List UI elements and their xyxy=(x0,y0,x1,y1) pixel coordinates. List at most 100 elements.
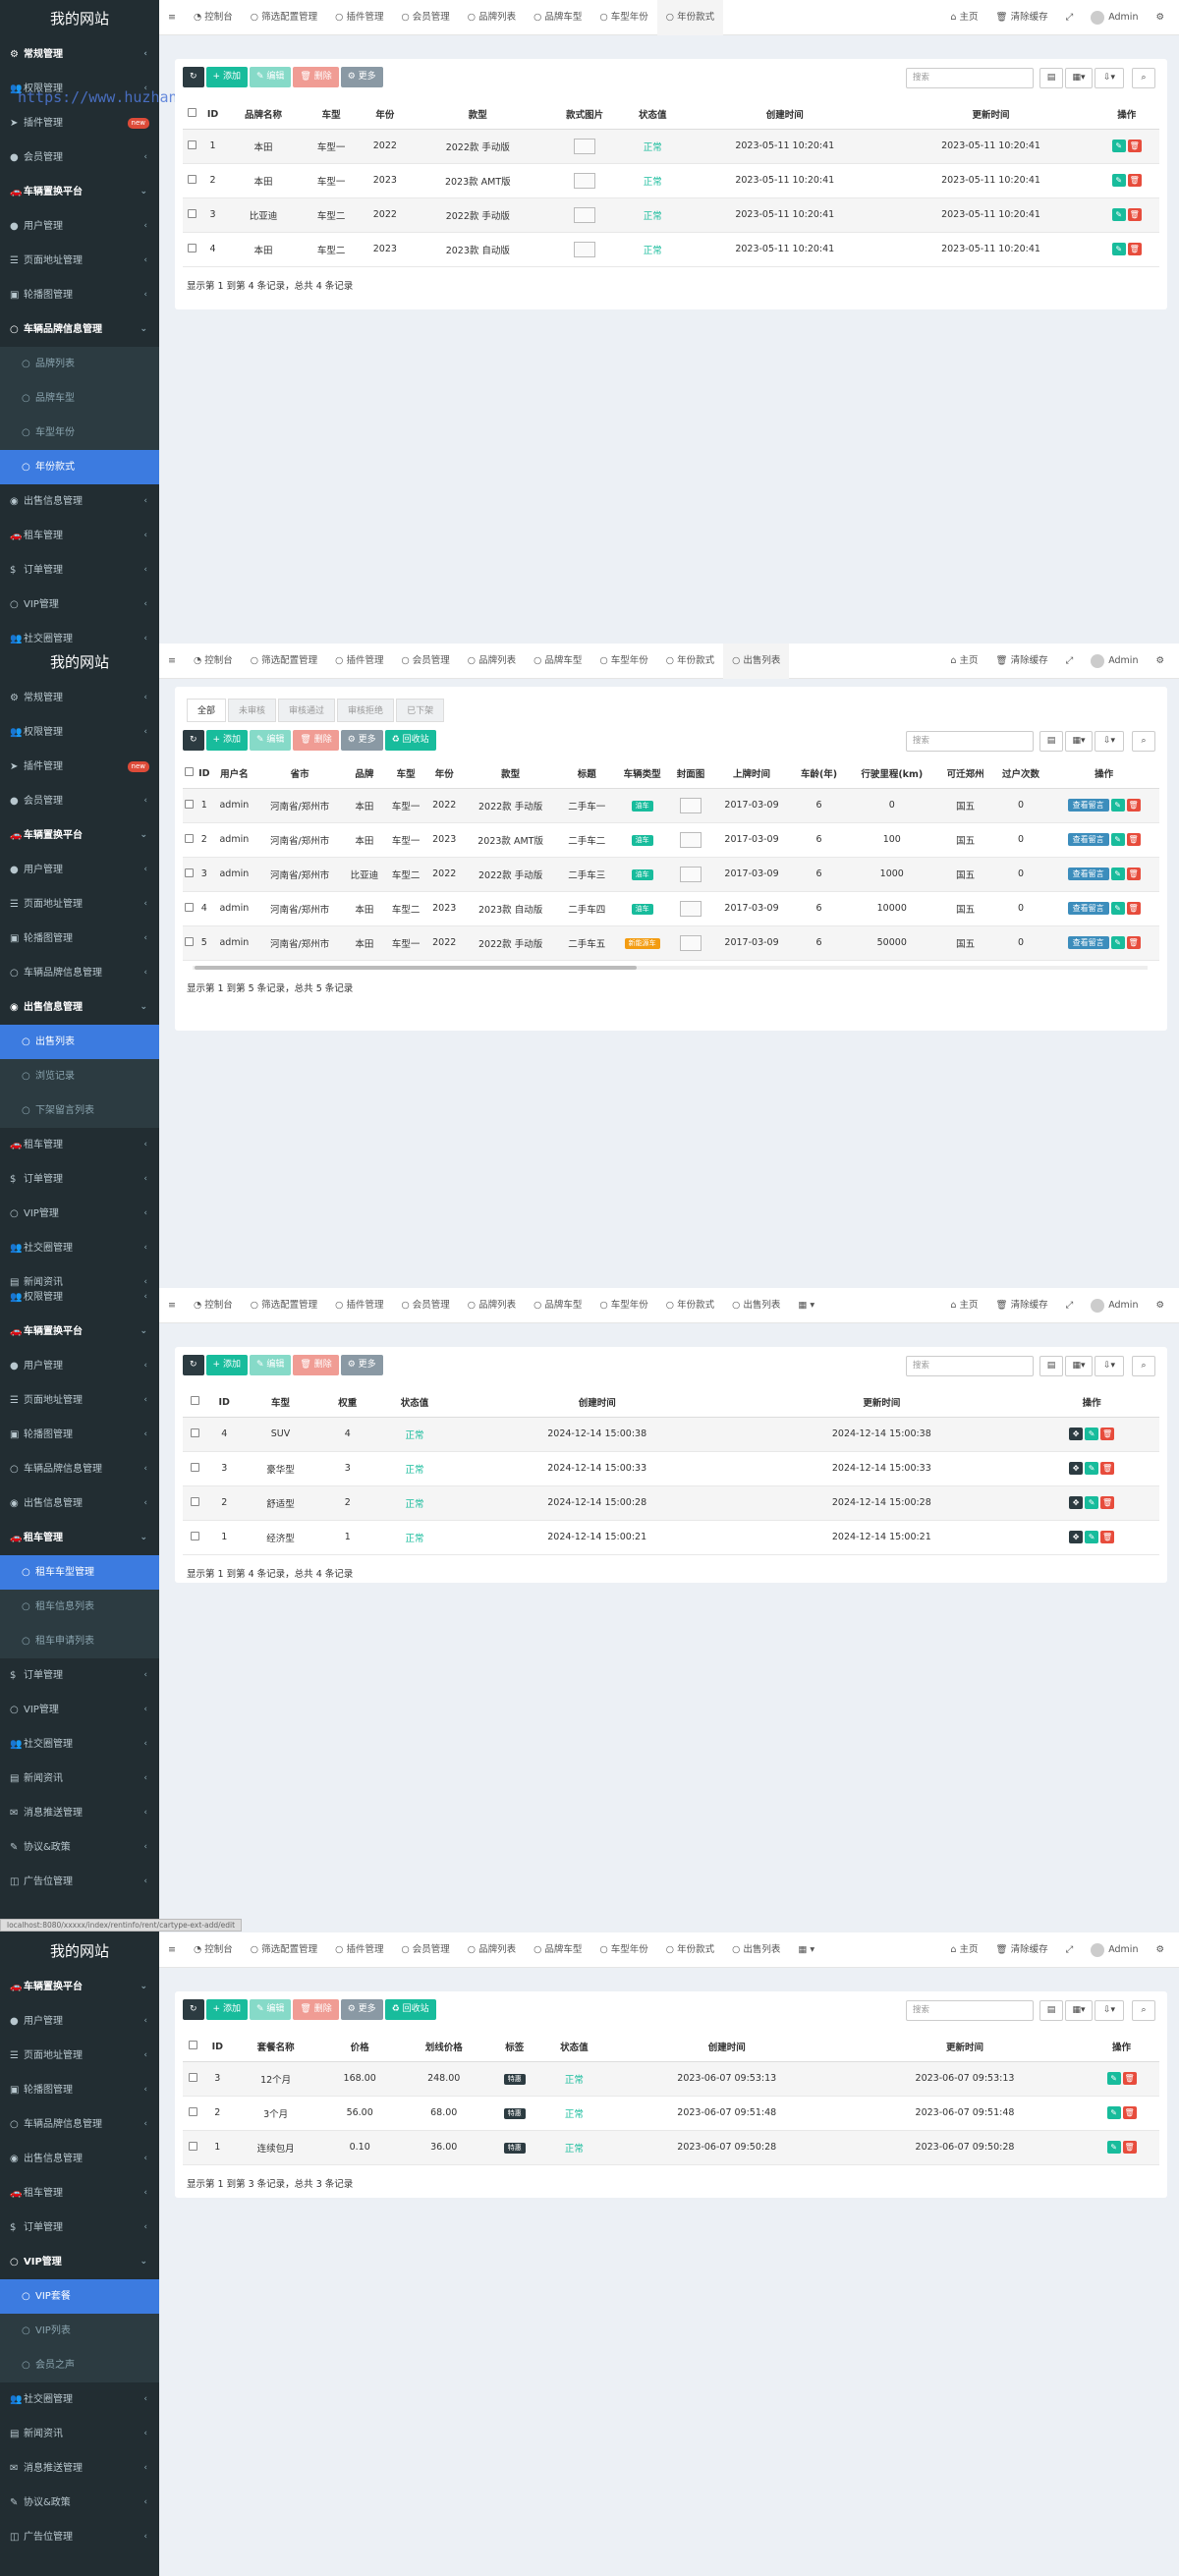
export-dropdown[interactable]: ⇩▾ xyxy=(1095,1356,1124,1376)
delete-row-button[interactable]: 🗑 xyxy=(1127,174,1142,187)
row-checkbox[interactable] xyxy=(189,2072,198,2082)
column-header[interactable]: ID xyxy=(200,100,225,130)
nav-tab[interactable]: ○ 车型年份 xyxy=(590,1288,656,1323)
delete-row-button[interactable]: 🗑 xyxy=(1127,140,1142,152)
row-checkbox[interactable] xyxy=(191,1428,200,1437)
column-header[interactable]: 创建时间 xyxy=(454,1388,740,1418)
delete-row-button[interactable]: 🗑 xyxy=(1126,833,1141,846)
recycle-button[interactable]: ♻ 回收站 xyxy=(384,1999,436,2020)
sidebar-item[interactable]: ◫ 广告位管理 ‹ xyxy=(0,1865,159,1899)
sidebar-item[interactable]: 👥 社交圈管理 ‹ xyxy=(0,1727,159,1762)
select-all-checkbox[interactable] xyxy=(187,108,196,118)
sidebar-item[interactable]: $ 订单管理 ‹ xyxy=(0,553,159,588)
delete-row-button[interactable]: 🗑 xyxy=(1126,799,1141,812)
clear-cache-link[interactable]: 🗑 清除缓存 xyxy=(986,0,1056,35)
row-checkbox[interactable] xyxy=(189,2141,198,2151)
delete-row-button[interactable]: 🗑 xyxy=(1100,1462,1115,1475)
sidebar-item[interactable]: ○ 出售列表 xyxy=(0,1025,159,1059)
sidebar-item[interactable]: ⚙ 常规管理 ‹ xyxy=(0,37,159,72)
view-messages-button[interactable]: 查看留言 xyxy=(1067,833,1109,846)
row-checkbox[interactable] xyxy=(185,799,195,809)
edit-row-button[interactable]: ✎ xyxy=(1085,1496,1099,1509)
sidebar-item[interactable]: ☰ 页面地址管理 ‹ xyxy=(0,2039,159,2073)
columns-dropdown[interactable]: ▦▾ xyxy=(1065,1356,1093,1376)
status-tab[interactable]: 审核拒绝 xyxy=(337,699,395,722)
toggle-view-button[interactable]: ▤ xyxy=(1039,1356,1063,1376)
drag-sort-button[interactable]: ✥ xyxy=(1069,1428,1084,1440)
sidebar-item[interactable]: 👥 社交圈管理 ‹ xyxy=(0,622,159,644)
site-name[interactable]: 我的网站 xyxy=(0,0,159,37)
delete-button[interactable]: 🗑 删除 xyxy=(293,1355,339,1375)
menu-toggle-icon[interactable]: ≡ xyxy=(168,1944,176,1955)
column-header[interactable]: 操作 xyxy=(1024,1388,1159,1418)
drag-sort-button[interactable]: ✥ xyxy=(1069,1496,1084,1509)
view-messages-button[interactable]: 查看留言 xyxy=(1067,902,1109,915)
more-tabs-dropdown[interactable]: ▦ ▾ xyxy=(798,1944,815,1955)
sidebar-item[interactable]: ● 会员管理 ‹ xyxy=(0,784,159,818)
column-header[interactable]: 品牌 xyxy=(343,759,385,789)
more-button[interactable]: ⚙ 更多 xyxy=(340,730,383,751)
sidebar-item[interactable]: ○ VIP管理 ⌄ xyxy=(0,2245,159,2279)
delete-row-button[interactable]: 🗑 xyxy=(1127,208,1142,221)
column-header[interactable]: 过户次数 xyxy=(992,759,1049,789)
nav-tab[interactable]: ○ 会员管理 xyxy=(392,1288,458,1323)
column-header[interactable]: 更新时间 xyxy=(887,100,1095,130)
delete-button[interactable]: 🗑 删除 xyxy=(293,730,339,751)
row-checkbox[interactable] xyxy=(185,902,195,912)
status-tab[interactable]: 全部 xyxy=(187,699,227,722)
row-checkbox[interactable] xyxy=(191,1462,200,1472)
home-link[interactable]: ⌂ 主页 xyxy=(941,0,986,35)
column-header[interactable]: 标题 xyxy=(559,759,615,789)
column-header[interactable]: 款式图片 xyxy=(545,100,624,130)
sidebar-item[interactable]: 🚗 租车管理 ‹ xyxy=(0,1128,159,1162)
sidebar-item[interactable]: ● 用户管理 ‹ xyxy=(0,2004,159,2039)
refresh-button[interactable]: ↻ xyxy=(183,730,204,751)
toggle-view-button[interactable]: ▤ xyxy=(1039,2000,1063,2021)
sidebar-item[interactable]: ◉ 出售信息管理 ‹ xyxy=(0,2142,159,2176)
edit-row-button[interactable]: ✎ xyxy=(1110,868,1125,880)
status-tab[interactable]: 已下架 xyxy=(396,699,445,722)
sidebar-item[interactable]: 👥 社交圈管理 ‹ xyxy=(0,1231,159,1265)
toggle-view-button[interactable]: ▤ xyxy=(1039,731,1063,752)
edit-row-button[interactable]: ✎ xyxy=(1110,799,1125,812)
delete-row-button[interactable]: 🗑 xyxy=(1100,1531,1115,1543)
view-messages-button[interactable]: 查看留言 xyxy=(1067,799,1109,812)
export-dropdown[interactable]: ⇩▾ xyxy=(1095,731,1124,752)
column-header[interactable]: 行驶里程(km) xyxy=(846,759,938,789)
refresh-button[interactable]: ↻ xyxy=(183,1999,204,2020)
more-button[interactable]: ⚙ 更多 xyxy=(340,1355,383,1375)
edit-row-button[interactable]: ✎ xyxy=(1111,140,1126,152)
broken-image-icon[interactable] xyxy=(679,831,702,848)
sidebar-item[interactable]: ◫ 广告位管理 ‹ xyxy=(0,2520,159,2554)
delete-row-button[interactable]: 🗑 xyxy=(1126,868,1141,880)
edit-row-button[interactable]: ✎ xyxy=(1085,1462,1099,1475)
drag-sort-button[interactable]: ✥ xyxy=(1069,1462,1084,1475)
sidebar-item[interactable]: $ 订单管理 ‹ xyxy=(0,1162,159,1197)
view-messages-button[interactable]: 查看留言 xyxy=(1067,936,1109,949)
menu-toggle-icon[interactable]: ≡ xyxy=(168,655,176,666)
nav-tab[interactable]: ○ 筛选配置管理 xyxy=(242,644,326,679)
row-checkbox[interactable] xyxy=(185,833,195,843)
sidebar-item[interactable]: ▣ 轮播图管理 ‹ xyxy=(0,922,159,956)
delete-row-button[interactable]: 🗑 xyxy=(1122,2106,1137,2119)
sidebar-item[interactable]: 🚗 租车管理 ⌄ xyxy=(0,1521,159,1555)
settings-icon[interactable]: ⚙ xyxy=(1155,655,1164,666)
menu-toggle-icon[interactable]: ≡ xyxy=(168,1300,176,1311)
clear-cache-link[interactable]: 🗑 清除缓存 xyxy=(986,644,1056,679)
sidebar-item[interactable]: ▤ 新闻资讯 ‹ xyxy=(0,2417,159,2451)
nav-tab[interactable]: ○ 插件管理 xyxy=(326,0,392,35)
delete-row-button[interactable]: 🗑 xyxy=(1126,936,1141,949)
column-header[interactable]: 可迁郑州 xyxy=(937,759,993,789)
select-all-checkbox[interactable] xyxy=(189,2041,198,2050)
sidebar-item[interactable]: ○ 车辆品牌信息管理 ‹ xyxy=(0,956,159,990)
column-header[interactable]: 状态值 xyxy=(540,2033,608,2062)
delete-row-button[interactable]: 🗑 xyxy=(1100,1428,1115,1440)
delete-row-button[interactable]: 🗑 xyxy=(1122,2141,1137,2154)
delete-row-button[interactable]: 🗑 xyxy=(1127,243,1142,255)
add-button[interactable]: + 添加 xyxy=(205,67,248,87)
sidebar-item[interactable]: ✎ 协议&政策 ‹ xyxy=(0,2486,159,2520)
nav-tab[interactable]: ○ 品牌车型 xyxy=(525,1932,590,1968)
column-header[interactable]: 创建时间 xyxy=(681,100,888,130)
sidebar-item[interactable]: ○ 会员之声 xyxy=(0,2348,159,2382)
sidebar-item[interactable]: ▣ 轮播图管理 ‹ xyxy=(0,1418,159,1452)
